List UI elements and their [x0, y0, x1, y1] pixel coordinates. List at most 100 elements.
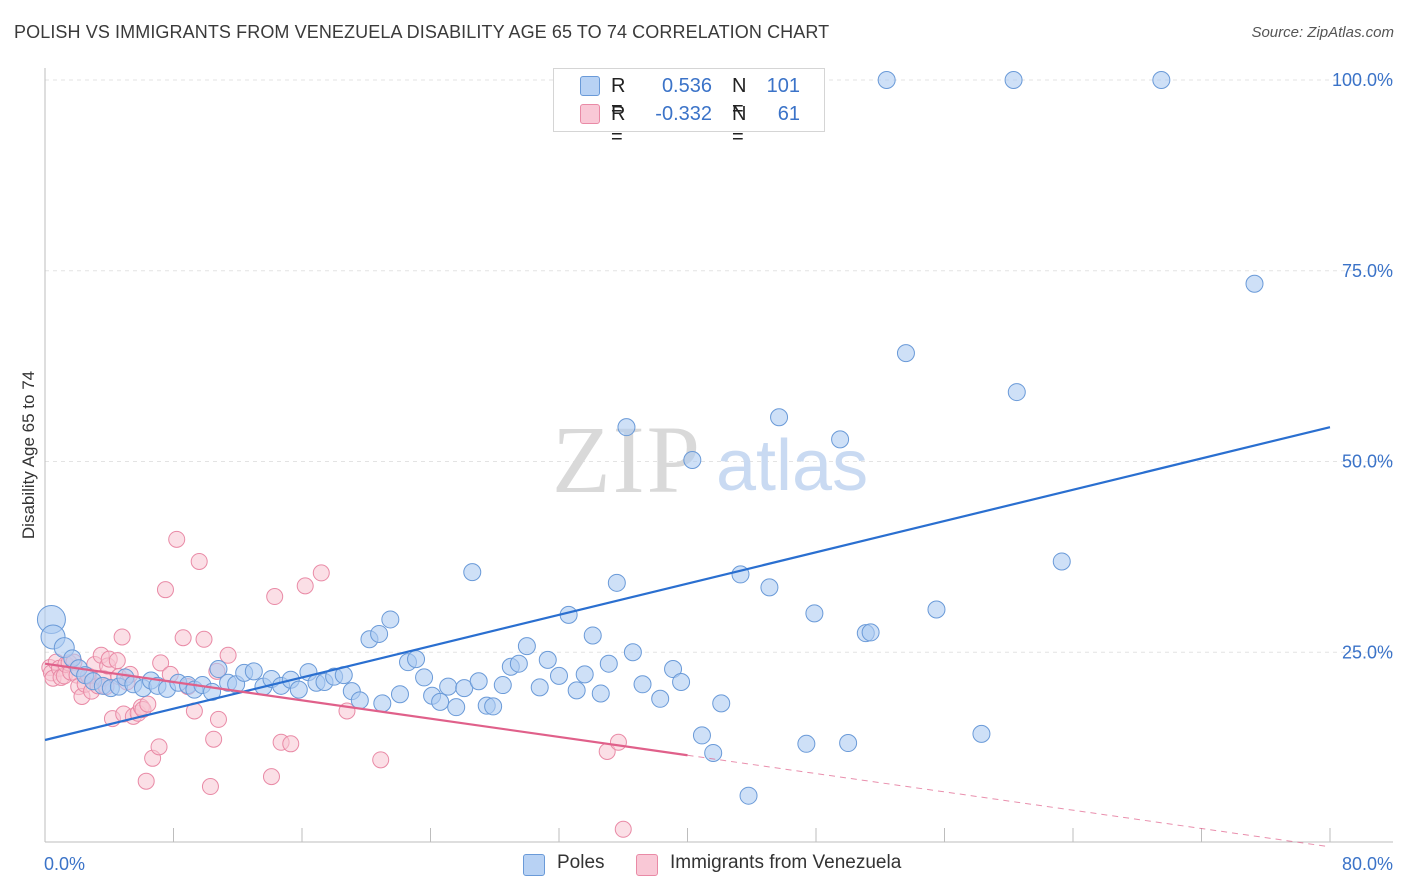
venezuela-point [609, 733, 627, 751]
axes [44, 68, 1393, 843]
stats-legend: R = 0.536 N = 101 R = -0.332 N = 61 [553, 68, 825, 148]
y-tick-labels: 25.0% 50.0% 75.0% 100.0% [1332, 70, 1393, 662]
poles-point [617, 418, 636, 437]
trend-lines [44, 426, 1331, 848]
poles-point [664, 660, 683, 679]
poles-point [575, 665, 594, 684]
n-value: 101 [766, 75, 800, 97]
poles-point [599, 654, 618, 673]
venezuela-point [139, 695, 157, 713]
poles-swatch [580, 76, 600, 96]
poles-point [567, 681, 586, 700]
poles-point [651, 689, 670, 708]
venezuela-point [150, 738, 168, 756]
n-label: N = [732, 75, 747, 120]
poles-point [493, 676, 512, 695]
poles-point [972, 724, 991, 743]
poles-legend-label: Poles [557, 852, 605, 873]
venezuela-point [113, 628, 131, 646]
poles-point [370, 624, 389, 643]
x-tick-labels: 0.0% 80.0% [44, 854, 1393, 874]
r-label: R = [611, 103, 626, 148]
poles-point [447, 698, 466, 717]
venezuela-point [174, 629, 192, 647]
poles-point [407, 650, 426, 669]
poles-point [1152, 71, 1171, 89]
r-label: R = [611, 75, 626, 120]
venezuela-point [372, 751, 390, 769]
poles-point [538, 650, 557, 669]
poles-point [431, 692, 450, 711]
venezuela-legend-swatch [636, 854, 658, 876]
poles-point [861, 623, 880, 642]
venezuela-point [296, 577, 314, 595]
poles-point [463, 563, 482, 582]
x-tick-label: 80.0% [1342, 854, 1393, 874]
chart-title: POLISH VS IMMIGRANTS FROM VENEZUELA DISA… [14, 22, 830, 42]
venezuela-point [209, 710, 227, 728]
venezuela-point [190, 552, 208, 570]
poles-point [877, 71, 896, 89]
poles-point [927, 600, 946, 619]
poles-point [896, 344, 915, 363]
poles-point [509, 654, 528, 673]
poles-point [439, 677, 458, 696]
poles-point [415, 668, 434, 687]
poles-point [469, 672, 488, 691]
venezuela-point [195, 630, 213, 648]
poles-point [712, 694, 731, 713]
venezuela-point [614, 820, 632, 838]
poles-point [550, 666, 568, 685]
poles-point [805, 604, 824, 623]
poles-point [390, 685, 409, 704]
venezuela-point [266, 588, 284, 606]
r-value: -0.332 [655, 103, 712, 125]
poles-point [1245, 274, 1264, 293]
y-tick-label: 50.0% [1342, 452, 1393, 472]
poles-point [1004, 71, 1023, 89]
source-label: Source: ZipAtlas.com [1251, 24, 1394, 41]
poles-point [672, 673, 691, 692]
poles-point [623, 643, 642, 662]
poles-point [484, 697, 503, 716]
poles-point [289, 680, 308, 699]
venezuela-point [156, 581, 174, 599]
poles-point [839, 734, 858, 753]
poles-point [683, 450, 702, 469]
grid-lines [45, 79, 1393, 653]
poles-point [517, 637, 536, 656]
poles-point [1007, 383, 1026, 402]
r-value: 0.536 [661, 75, 712, 97]
poles-point [373, 694, 392, 713]
venezuela-point [312, 564, 330, 582]
venezuela-point [262, 768, 280, 786]
venezuela-trend-line [44, 662, 688, 757]
poles-point [591, 684, 610, 703]
n-label: N = [732, 103, 747, 148]
y-axis-label: Disability Age 65 to 74 [19, 371, 38, 539]
venezuela-legend-label: Immigrants from Venezuela [670, 852, 902, 873]
venezuela-swatch [580, 104, 600, 124]
poles-point [209, 660, 228, 679]
poles-point [455, 679, 474, 698]
poles-trend-line [44, 426, 1331, 742]
venezuela-point [108, 652, 126, 670]
poles-point [350, 691, 369, 710]
poles-point [770, 408, 789, 427]
venezuela-point [152, 654, 170, 672]
poles-point [692, 726, 711, 745]
poles-point [704, 743, 723, 762]
y-tick-label: 100.0% [1332, 70, 1393, 90]
venezuela-point [205, 730, 223, 748]
y-tick-label: 75.0% [1342, 261, 1393, 281]
n-value: 61 [777, 103, 800, 125]
poles-point [760, 578, 779, 597]
poles-point [583, 626, 602, 645]
poles-point [831, 430, 850, 449]
venezuela-point [137, 772, 155, 790]
venezuela-point [219, 646, 237, 664]
y-tick-label: 25.0% [1342, 642, 1393, 662]
poles-point [797, 734, 816, 753]
venezuela-point [282, 735, 300, 753]
